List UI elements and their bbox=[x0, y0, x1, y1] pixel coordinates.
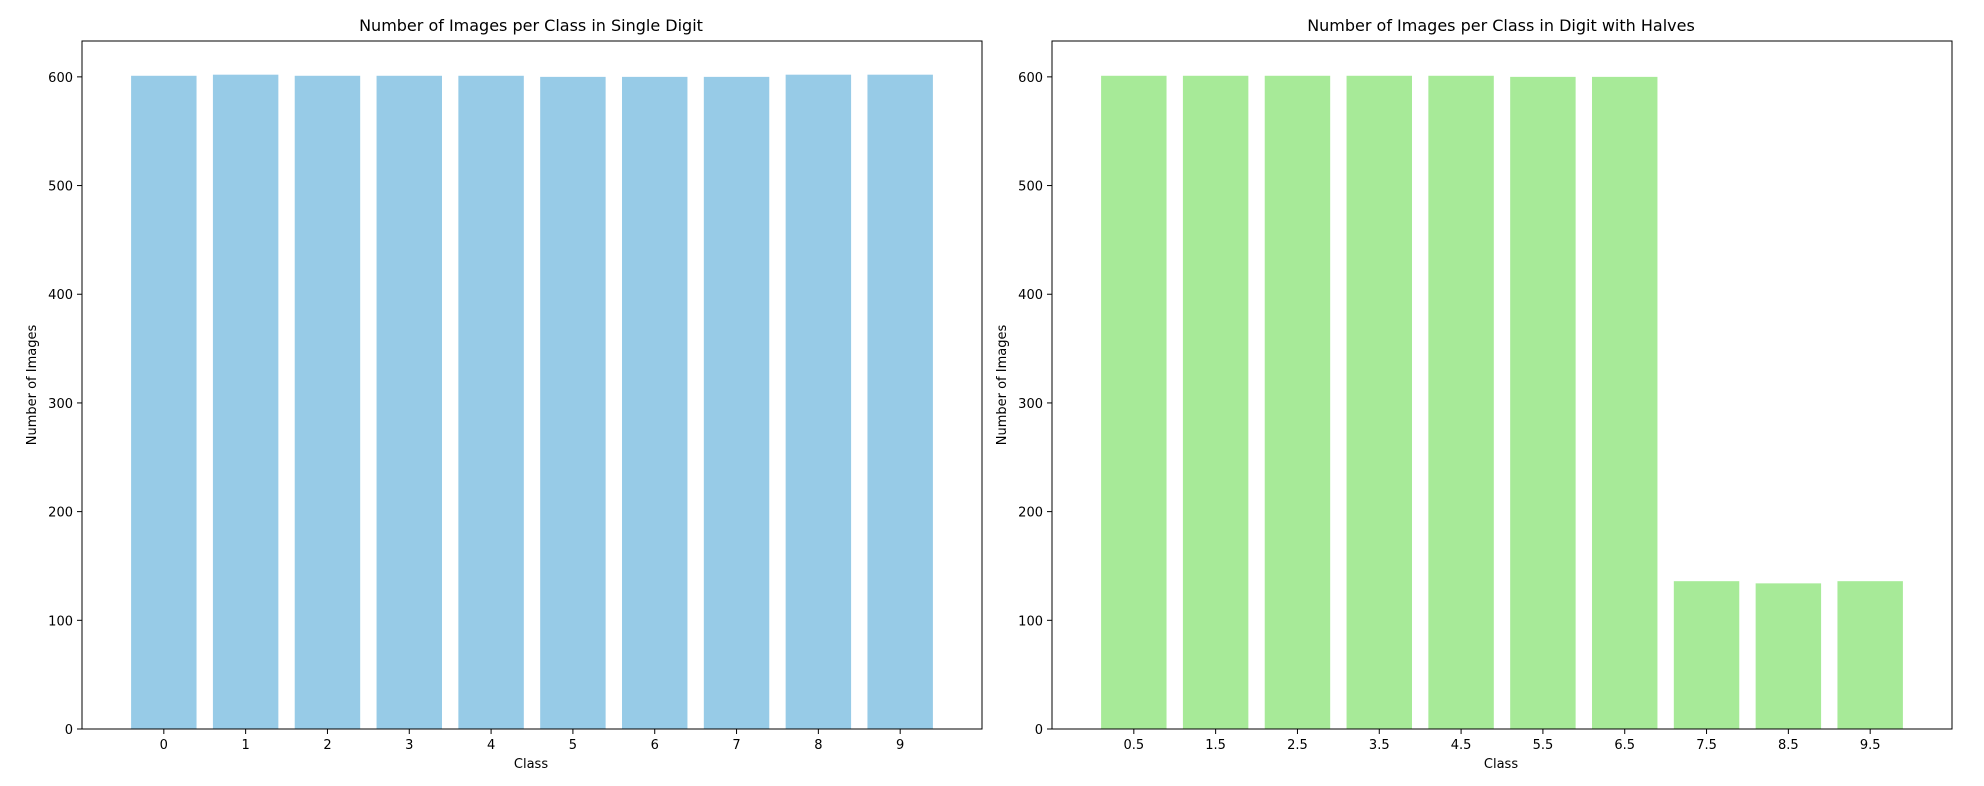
bar-8 bbox=[785, 74, 852, 729]
x-tick-label: 8 bbox=[814, 738, 822, 753]
x-tick-label: 4.5 bbox=[1451, 738, 1472, 753]
bar-9 bbox=[867, 74, 933, 729]
x-tick-label: 8.5 bbox=[1778, 738, 1799, 753]
x-tick-label: 3.5 bbox=[1369, 738, 1390, 753]
x-tick-label: 4 bbox=[487, 738, 495, 753]
y-axis-label: Number of Images bbox=[25, 325, 40, 446]
bar-group bbox=[131, 74, 933, 730]
y-tick-label: 100 bbox=[48, 614, 73, 629]
chart-title: Number of Images per Class in Single Dig… bbox=[359, 16, 703, 35]
plot-frame bbox=[81, 40, 983, 730]
y-tick-label: 0 bbox=[1035, 723, 1043, 738]
x-tick-label: 1.5 bbox=[1205, 738, 1226, 753]
y-tick-label: 0 bbox=[65, 723, 73, 738]
y-tick-label: 300 bbox=[1018, 397, 1043, 412]
bar-7 bbox=[703, 76, 770, 730]
bar-6 bbox=[622, 76, 688, 730]
y-tick-label: 500 bbox=[1018, 180, 1043, 195]
bar-1 bbox=[212, 74, 279, 729]
y-tick-label: 400 bbox=[48, 288, 73, 303]
x-tick-label: 5.5 bbox=[1533, 738, 1554, 753]
bar-0 bbox=[131, 75, 197, 729]
y-tick-label: 500 bbox=[48, 180, 73, 195]
bar-8.5 bbox=[1755, 583, 1822, 729]
bar-7.5 bbox=[1673, 581, 1740, 729]
x-tick-label: 3 bbox=[405, 738, 413, 753]
y-axis-ticks: 0 100 200 300 400 500 600 bbox=[48, 71, 82, 738]
x-tick-label: 6 bbox=[651, 738, 659, 753]
bar-2.5 bbox=[1264, 75, 1331, 729]
chart-title: Number of Images per Class in Digit with… bbox=[1307, 16, 1695, 35]
bar-0.5 bbox=[1101, 75, 1167, 729]
x-tick-label: 2 bbox=[323, 738, 331, 753]
bar-2 bbox=[294, 75, 361, 729]
x-axis-label: Class bbox=[1484, 757, 1518, 772]
x-tick-label: 0 bbox=[160, 738, 168, 753]
x-tick-label: 1 bbox=[241, 738, 249, 753]
chart-digit-with-halves: Number of Images per Class in Digit with… bbox=[995, 16, 1953, 772]
x-tick-label: 9 bbox=[896, 738, 904, 753]
bar-5.5 bbox=[1510, 76, 1576, 730]
bar-3.5 bbox=[1346, 75, 1412, 729]
y-tick-label: 100 bbox=[1018, 614, 1043, 629]
bar-1.5 bbox=[1182, 75, 1249, 729]
x-tick-label: 7 bbox=[732, 738, 740, 753]
y-tick-label: 600 bbox=[48, 71, 73, 86]
bar-group bbox=[1101, 75, 1903, 730]
plot-frame bbox=[1051, 40, 1953, 730]
x-tick-label: 2.5 bbox=[1287, 738, 1308, 753]
bar-4.5 bbox=[1428, 75, 1494, 729]
x-tick-label: 6.5 bbox=[1614, 738, 1635, 753]
x-axis-ticks: 0 1 2 3 4 5 6 7 8 9 bbox=[160, 729, 904, 753]
y-tick-label: 400 bbox=[1018, 288, 1043, 303]
y-axis-ticks: 0 100 200 300 400 500 600 bbox=[1018, 71, 1052, 738]
y-tick-label: 200 bbox=[1018, 506, 1043, 521]
chart-single-digit: Number of Images per Class in Single Dig… bbox=[25, 16, 983, 772]
y-tick-label: 300 bbox=[48, 397, 73, 412]
bar-9.5 bbox=[1837, 581, 1903, 729]
y-axis-label: Number of Images bbox=[995, 325, 1010, 446]
x-tick-label: 0.5 bbox=[1123, 738, 1144, 753]
bar-6.5 bbox=[1592, 76, 1658, 730]
x-tick-label: 7.5 bbox=[1696, 738, 1717, 753]
x-tick-label: 5 bbox=[569, 738, 577, 753]
bar-3 bbox=[376, 75, 442, 729]
bar-4 bbox=[458, 75, 524, 729]
y-tick-label: 600 bbox=[1018, 71, 1043, 86]
x-axis-label: Class bbox=[514, 757, 548, 772]
x-tick-label: 9.5 bbox=[1860, 738, 1881, 753]
y-tick-label: 200 bbox=[48, 506, 73, 521]
bar-5 bbox=[540, 76, 606, 730]
x-axis-ticks: 0.5 1.5 2.5 3.5 4.5 5.5 6.5 7.5 8.5 9.5 bbox=[1123, 729, 1881, 753]
